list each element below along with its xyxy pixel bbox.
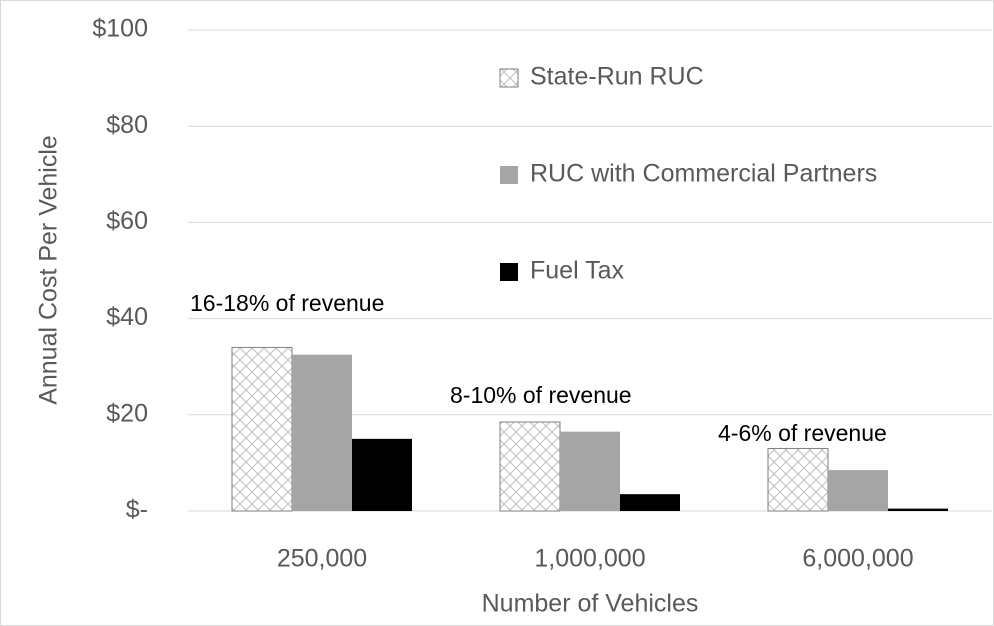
legend-label: State-Run RUC	[530, 63, 704, 91]
bar	[560, 431, 620, 511]
annotation: 4-6% of revenue	[718, 420, 887, 446]
bar	[828, 470, 888, 511]
legend-swatch	[500, 166, 518, 184]
y-tick-label: $40	[106, 303, 148, 331]
bar	[767, 447, 829, 512]
legend-swatch	[500, 263, 518, 281]
bar	[352, 438, 412, 511]
x-tick-label: 1,000,000	[534, 545, 645, 573]
x-tick-label: 6,000,000	[802, 545, 913, 573]
y-tick-label: $100	[92, 15, 148, 43]
annotation: 16-18% of revenue	[190, 290, 384, 316]
y-tick-label: $-	[126, 496, 148, 524]
legend-label: RUC with Commercial Partners	[530, 160, 877, 188]
y-tick-label: $60	[106, 207, 148, 235]
x-axis-title: Number of Vehicles	[482, 590, 699, 618]
bar	[888, 508, 948, 511]
y-tick-label: $20	[106, 399, 148, 427]
bar	[231, 346, 293, 512]
annotation: 8-10% of revenue	[450, 382, 632, 408]
legend-label: Fuel Tax	[530, 257, 625, 285]
bar	[620, 494, 680, 511]
bar	[292, 354, 352, 511]
bar	[499, 421, 561, 512]
x-tick-label: 250,000	[277, 545, 367, 573]
y-tick-label: $80	[106, 111, 148, 139]
y-axis-title: Annual Cost Per Vehicle	[35, 135, 63, 405]
legend-swatch	[499, 68, 519, 88]
